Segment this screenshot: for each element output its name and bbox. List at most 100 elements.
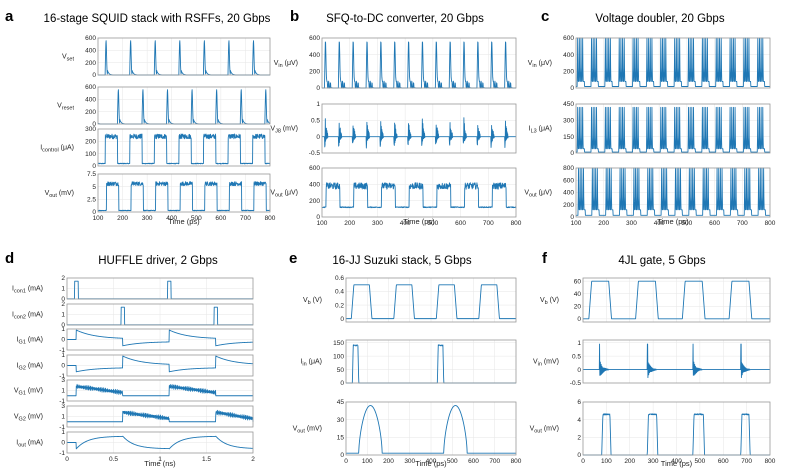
axes-frame — [321, 37, 517, 89]
y-tick-label: 200 — [563, 202, 574, 209]
x-tick-label: 100 — [362, 458, 373, 465]
subplot: -1 1 3 VG2 (mV) — [14, 403, 254, 431]
y-tick-label: -0.5 — [309, 150, 321, 157]
y-tick-label: 0 — [570, 150, 574, 157]
x-tick-label: 0 — [65, 456, 69, 463]
y-tick-label: 60 — [574, 278, 582, 285]
axes-frame — [575, 167, 771, 218]
axes-frame — [66, 405, 254, 428]
y-tick-label: 1 — [61, 326, 65, 333]
x-tick-label: 100 — [571, 220, 582, 227]
subplot: -1 0 1 IG1 (mA) — [17, 326, 254, 354]
y-tick-label: 0 — [92, 72, 96, 79]
series-line — [97, 40, 271, 76]
y-tick-label: 1 — [61, 414, 65, 421]
panel-letter: f — [542, 250, 548, 267]
x-axis-label: Time (ps) — [415, 459, 447, 468]
axes-frame — [575, 37, 771, 89]
y-tick-label: 30 — [337, 417, 345, 424]
y-tick-label: 400 — [309, 182, 320, 189]
y-tick-label: -1 — [59, 450, 65, 457]
y-tick-label: 0 — [340, 316, 344, 323]
y-tick-label: 2 — [577, 435, 581, 442]
y-axis-label: Icon2 (mA) — [12, 312, 43, 321]
series-line — [321, 182, 517, 209]
y-tick-label: 2 — [61, 275, 65, 282]
y-tick-label: 1 — [61, 352, 65, 359]
series-line — [321, 117, 517, 149]
x-tick-label: 300 — [372, 220, 383, 227]
y-axis-label: Vb (V) — [540, 297, 559, 306]
y-axis-label: IG2 (mA) — [17, 363, 43, 372]
y-tick-label: 400 — [309, 52, 320, 59]
y-tick-label: 0.6 — [335, 275, 344, 282]
x-tick-label: 500 — [191, 215, 202, 222]
x-tick-label: 1.5 — [202, 456, 211, 463]
y-tick-label: 0 — [316, 214, 320, 221]
y-axis-label: Vout (mV) — [293, 426, 322, 435]
y-axis-label: Iout (mA) — [16, 440, 43, 449]
y-tick-label: 0 — [61, 440, 65, 447]
subplot: 0 1 2 Icon1 (mA) — [12, 275, 254, 303]
y-tick-label: 0.2 — [335, 302, 344, 309]
axes-frame — [97, 86, 271, 125]
y-tick-label: 2 — [61, 301, 65, 308]
axes-frame — [66, 277, 254, 300]
series-line — [575, 167, 771, 216]
y-tick-label: 200 — [85, 109, 96, 116]
x-axis-label: Time (ps) — [168, 217, 200, 226]
subplot: 0 2 4 6 Vout (mV) 0 100 200 300 400 500 600 700 800 Ti… — [530, 399, 776, 468]
x-tick-label: 600 — [455, 220, 466, 227]
subplot: 0 150 300 450 IL3 (μA) — [529, 101, 771, 157]
panel-title: 4JL gate, 5 Gbps — [618, 255, 705, 267]
series-line — [66, 409, 254, 423]
y-axis-label: Vin (mV) — [533, 359, 559, 368]
y-tick-label: 1 — [61, 429, 65, 436]
series-line — [66, 355, 254, 373]
subplot: 0 15 30 45 Vout (mV) 0 100 200 300 400 500 600 700 80… — [293, 399, 522, 468]
series-line — [582, 343, 771, 379]
y-tick-label: -1 — [59, 424, 65, 431]
y-tick-label: 400 — [563, 52, 574, 59]
series-line — [575, 106, 771, 153]
x-tick-label: 200 — [117, 215, 128, 222]
y-tick-label: 0.4 — [335, 289, 344, 296]
y-tick-label: 1 — [61, 312, 65, 319]
y-tick-label: 200 — [563, 69, 574, 76]
y-tick-label: 1 — [61, 388, 65, 395]
x-tick-label: 700 — [741, 458, 752, 465]
y-tick-label: 0 — [61, 363, 65, 370]
y-axis-label: IL3 (μA) — [529, 126, 552, 135]
panel-letter: e — [289, 250, 297, 267]
axes-frame — [97, 37, 271, 76]
panel-letter: c — [541, 8, 549, 25]
y-tick-label: 20 — [574, 303, 582, 310]
y-axis-label: VJ8 (mV) — [270, 126, 298, 135]
y-tick-label: -1 — [59, 347, 65, 354]
y-tick-label: 200 — [309, 198, 320, 205]
y-tick-label: 200 — [85, 139, 96, 146]
y-axis-label: Vin (μV) — [528, 60, 552, 69]
series-line — [66, 329, 254, 347]
x-tick-label: 500 — [681, 220, 692, 227]
y-tick-label: 0.5 — [572, 353, 581, 360]
y-tick-label: 450 — [563, 101, 574, 108]
y-tick-label: 150 — [333, 340, 344, 347]
x-tick-label: 500 — [447, 458, 458, 465]
series-line — [345, 284, 517, 320]
x-tick-label: 100 — [93, 215, 104, 222]
y-axis-label: VG2 (mV) — [14, 414, 43, 423]
y-tick-label: 7.5 — [87, 171, 96, 178]
x-tick-label: 600 — [215, 215, 226, 222]
x-tick-label: 500 — [694, 458, 705, 465]
series-line — [321, 41, 517, 89]
y-tick-label: -0.5 — [570, 380, 582, 387]
series-line — [97, 89, 271, 125]
axes-frame — [345, 339, 517, 384]
y-tick-label: 200 — [85, 60, 96, 67]
panel-title: 16-stage SQUID stack with RSFFs, 20 Gbps — [44, 13, 271, 25]
